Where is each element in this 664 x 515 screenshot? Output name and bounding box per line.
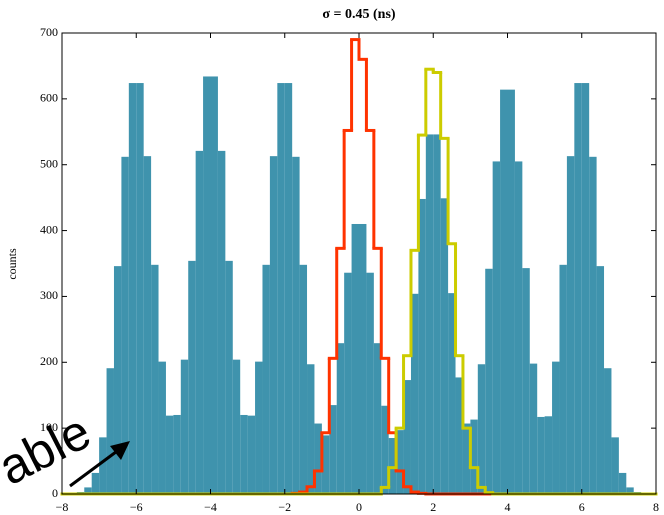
histogram-bar (232, 359, 241, 494)
histogram-bar (529, 363, 538, 494)
histogram-bar (344, 272, 352, 494)
histogram-bar (425, 134, 434, 495)
histogram-bar (195, 150, 204, 495)
histogram-bar (299, 264, 308, 494)
histogram-bar (618, 472, 627, 494)
histogram-bar (151, 264, 159, 494)
x-tick-label: 2 (430, 500, 436, 514)
x-tick-label: 8 (653, 500, 659, 514)
y-tick-label: 300 (40, 288, 58, 302)
histogram-bar (84, 487, 92, 494)
histogram-bar (225, 260, 233, 494)
histogram-bar (262, 264, 270, 494)
histogram-bar (596, 266, 605, 494)
histogram-bar (566, 156, 575, 494)
y-tick-label: 100 (40, 420, 58, 434)
histogram-bar (448, 293, 456, 494)
histogram-bar (537, 416, 545, 494)
histogram-bar (500, 89, 508, 494)
y-axis-label: counts (5, 248, 19, 280)
y-tick-label: 400 (40, 222, 58, 236)
histogram-bar (589, 156, 597, 494)
histogram-bar (626, 487, 634, 494)
x-tick-label: 6 (579, 500, 585, 514)
histogram-bar (292, 156, 300, 494)
histogram-bar (307, 364, 315, 494)
histogram-bar (121, 156, 129, 494)
histogram-bar (143, 156, 152, 494)
x-tick-label: −4 (204, 500, 217, 514)
histogram-bar (240, 414, 248, 494)
y-tick-label: 700 (40, 25, 58, 39)
histogram-bar (477, 364, 486, 494)
histogram-bar (604, 368, 612, 494)
histogram-bar (522, 268, 530, 494)
histogram-bar (136, 83, 144, 495)
histogram-bar (433, 134, 441, 495)
histogram-bar (492, 161, 501, 494)
histogram-bar (418, 198, 426, 494)
histogram-bar (329, 405, 337, 494)
plot-area (60, 38, 658, 496)
histogram-bar (581, 83, 590, 495)
histogram-bar (217, 150, 226, 495)
histogram-bar (91, 472, 100, 494)
histogram-bar (247, 415, 256, 494)
histogram-bar (277, 83, 285, 495)
histogram-bar (255, 361, 263, 494)
histogram-bar (470, 419, 478, 494)
histogram-bar (321, 435, 330, 494)
histogram-bar (388, 438, 397, 494)
histogram-bar (462, 423, 471, 494)
histogram-bar (210, 76, 218, 495)
histogram-bar (514, 161, 523, 494)
histogram-bar (188, 260, 196, 494)
annotation-arrow (69, 441, 130, 488)
histogram-bar (403, 380, 411, 494)
histogram-bar (611, 437, 619, 494)
y-tick-label: 500 (40, 156, 58, 170)
histogram-bar (410, 293, 419, 494)
histogram-bar (180, 359, 189, 494)
histogram-bar (158, 361, 166, 494)
histogram-bar (373, 343, 382, 494)
histogram-bar (559, 264, 567, 494)
histogram-bar (544, 416, 553, 494)
histogram-bar (314, 423, 322, 494)
histogram-bar (165, 415, 174, 494)
histogram-bar (359, 223, 367, 494)
histogram-bar (366, 272, 374, 494)
y-tick-label: 200 (40, 354, 58, 368)
histogram-bar (336, 343, 345, 494)
histogram-bar (351, 223, 359, 494)
histogram-bar (113, 266, 122, 494)
y-tick-label: 0 (52, 486, 58, 500)
x-tick-label: −6 (130, 500, 143, 514)
x-tick-label: −2 (278, 500, 291, 514)
histogram-bar (381, 405, 389, 494)
histogram-bar (507, 89, 515, 494)
histogram-bar (396, 430, 404, 494)
x-tick-label: 0 (356, 500, 362, 514)
annotation: able (0, 403, 99, 496)
histogram-bar (128, 83, 137, 495)
histogram-bar (574, 83, 582, 495)
x-tick-label: 4 (505, 500, 511, 514)
histogram-bar (485, 268, 493, 494)
histogram-bar (269, 156, 278, 494)
histogram-bar (106, 368, 114, 494)
histogram-bar (440, 198, 449, 494)
y-tick-label: 600 (40, 91, 58, 105)
histogram-bar (552, 361, 560, 494)
x-tick-label: −8 (56, 500, 69, 514)
histogram-bar (203, 76, 211, 495)
chart-title: σ = 0.45 (ns) (322, 7, 395, 22)
histogram-bar (455, 377, 463, 494)
histogram-bar (173, 414, 181, 494)
histogram-bar (284, 83, 293, 495)
histogram-bar (99, 437, 107, 494)
